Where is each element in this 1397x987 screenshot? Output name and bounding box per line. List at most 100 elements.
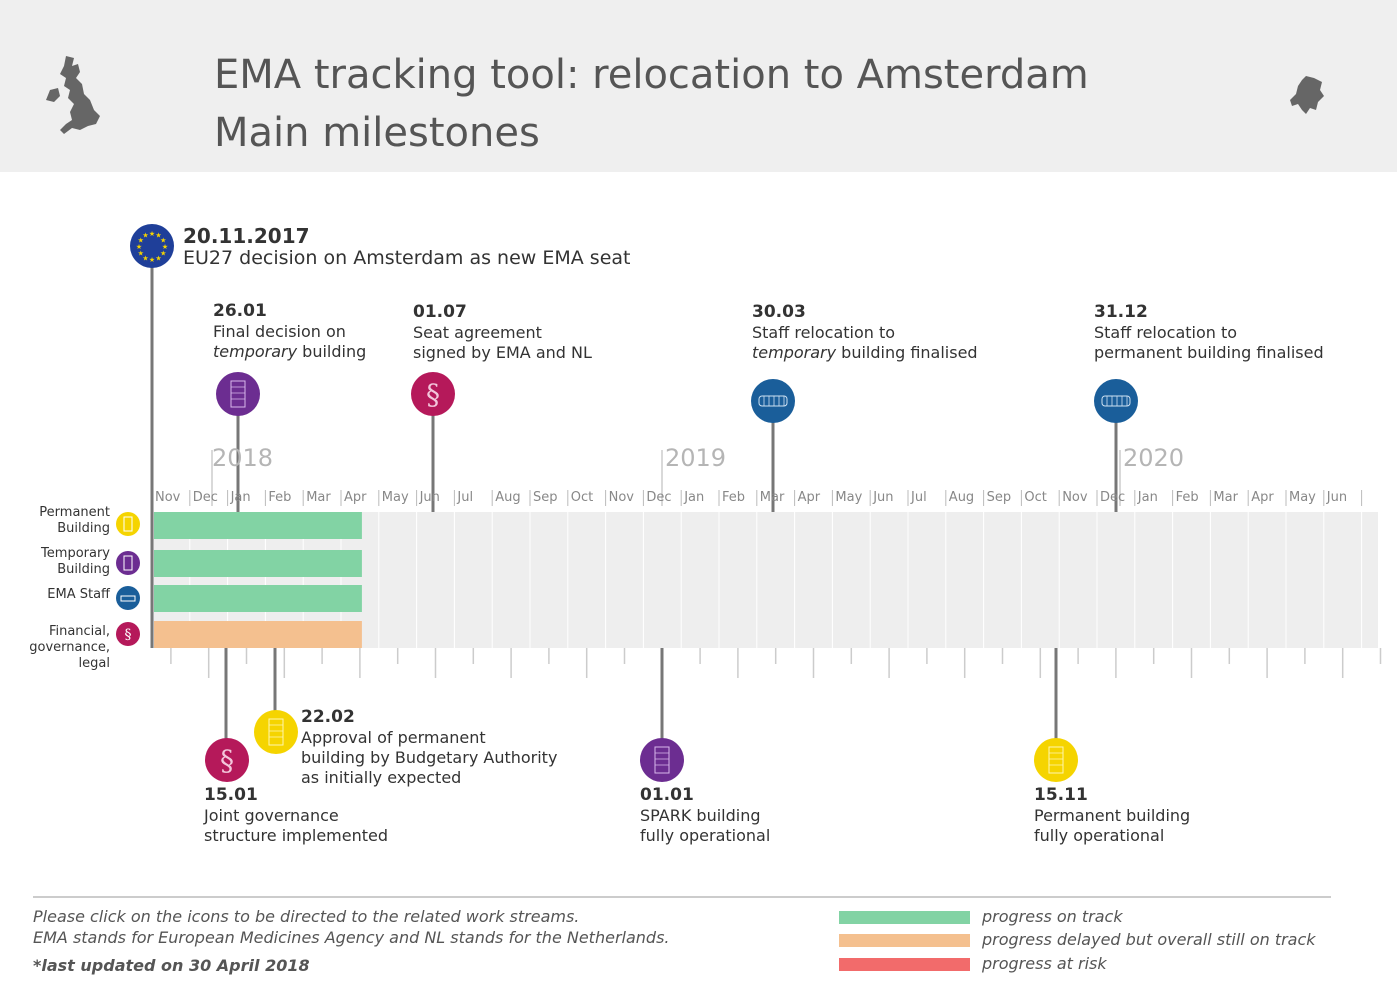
footer-note: EMA stands for European Medicines Agency… bbox=[33, 928, 670, 947]
month-label: May bbox=[835, 490, 863, 505]
description-line: Final decision on bbox=[213, 322, 346, 341]
milestone-description: Permanent building fully operational bbox=[1034, 806, 1190, 846]
milestone-date: 15.11 bbox=[1034, 785, 1088, 805]
permanent-building-icon[interactable] bbox=[1034, 738, 1078, 782]
description-line: permanent building finalised bbox=[1094, 343, 1324, 362]
milestone-description: Joint governance structure implemented bbox=[204, 806, 388, 846]
description-line: Permanent building bbox=[1034, 806, 1191, 825]
eu-star: ★ bbox=[162, 243, 168, 251]
description-line: SPARK building bbox=[640, 806, 761, 825]
staff-group-icon[interactable] bbox=[116, 586, 140, 610]
milestone-date: 31.12 bbox=[1094, 302, 1148, 322]
month-label: Jan bbox=[684, 490, 705, 505]
month-label: May bbox=[381, 490, 409, 505]
month-label: Jun bbox=[419, 490, 440, 505]
month-label: Jan bbox=[230, 490, 251, 505]
paragraph-law-icon[interactable]: § bbox=[411, 372, 455, 416]
eu-star: ★ bbox=[155, 254, 161, 262]
eu-star: ★ bbox=[160, 250, 166, 258]
paragraph-law-icon[interactable]: § bbox=[116, 622, 140, 646]
legend-swatch-on-track bbox=[839, 911, 970, 924]
month-label: Jun bbox=[873, 490, 894, 505]
progress-bar bbox=[154, 585, 362, 612]
milestone-description: Final decision on temporary building bbox=[213, 322, 366, 362]
month-label: Mar bbox=[1213, 490, 1238, 505]
row-label-line: Temporary bbox=[41, 546, 110, 561]
month-label: Apr bbox=[344, 490, 367, 505]
month-label: Dec bbox=[1100, 490, 1126, 505]
month-label: May bbox=[1289, 490, 1316, 505]
last-updated: *last updated on 30 April 2018 bbox=[33, 956, 310, 975]
description-line: fully operational bbox=[1034, 826, 1165, 845]
legend-swatch-delayed bbox=[839, 934, 970, 947]
eu-star: ★ bbox=[136, 243, 142, 251]
month-label: Aug bbox=[948, 490, 975, 505]
description-line: Staff relocation to bbox=[752, 323, 896, 342]
milestone-description: Approval of permanent building by Budget… bbox=[301, 728, 557, 788]
row-label-line: legal bbox=[78, 656, 110, 671]
uk-map-icon bbox=[46, 56, 100, 134]
description-line: signed by EMA and NL bbox=[413, 343, 592, 362]
page-title: EMA tracking tool: relocation to Amsterd… bbox=[214, 52, 1089, 98]
month-label: Oct bbox=[1024, 490, 1047, 505]
milestone-description: Staff relocation to permanent building f… bbox=[1094, 323, 1324, 363]
eu-star: ★ bbox=[155, 232, 161, 240]
row-label-line: Building bbox=[57, 562, 110, 577]
permanent-building-icon[interactable] bbox=[116, 512, 140, 536]
milestone-date: 26.01 bbox=[213, 301, 267, 321]
eu-star: ★ bbox=[142, 232, 148, 240]
eu-star: ★ bbox=[149, 256, 155, 264]
temporary-building-icon[interactable] bbox=[116, 551, 140, 575]
description-line: building finalised bbox=[836, 343, 978, 362]
month-label: Jan bbox=[1137, 490, 1158, 505]
description-line: Staff relocation to bbox=[1094, 323, 1238, 342]
legend-label: progress at risk bbox=[982, 954, 1107, 973]
temporary-building-icon[interactable] bbox=[216, 372, 260, 416]
eu-flag-icon[interactable]: ★ ★ ★ ★ ★ ★ ★ ★ ★ ★ ★ ★ bbox=[130, 224, 174, 268]
eu-star: ★ bbox=[142, 254, 148, 262]
month-label: Sep bbox=[533, 490, 558, 505]
milestone-date: 22.02 bbox=[301, 707, 355, 727]
row-label-line: Building bbox=[57, 521, 110, 536]
milestone-description: EU27 decision on Amsterdam as new EMA se… bbox=[183, 247, 631, 269]
month-label: Jul bbox=[457, 490, 474, 505]
month-label: Dec bbox=[192, 490, 218, 505]
progress-bar bbox=[154, 512, 362, 539]
description-line: structure implemented bbox=[204, 826, 389, 845]
month-label: Sep bbox=[986, 490, 1012, 505]
description-line: fully operational bbox=[640, 826, 771, 845]
svg-text:§: § bbox=[220, 744, 234, 777]
permanent-building-icon[interactable] bbox=[254, 710, 298, 754]
eu-star: ★ bbox=[160, 237, 166, 245]
description-line: building by Budgetary Authority bbox=[301, 748, 558, 767]
staff-group-icon[interactable] bbox=[751, 379, 795, 423]
legend-label: progress delayed but overall still on tr… bbox=[982, 930, 1316, 949]
legend-label: progress on track bbox=[982, 907, 1123, 926]
eu-star: ★ bbox=[138, 237, 144, 245]
year-label: 2020 bbox=[1123, 444, 1185, 472]
year-label: 2018 bbox=[212, 444, 274, 472]
month-label: Nov bbox=[155, 490, 181, 505]
month-label: Apr bbox=[1251, 490, 1274, 505]
month-label: Feb bbox=[268, 490, 292, 505]
staff-group-icon[interactable] bbox=[1094, 379, 1138, 423]
description-line: Approval of permanent bbox=[301, 728, 486, 747]
month-label: Mar bbox=[306, 490, 331, 505]
year-label: 2019 bbox=[665, 444, 727, 472]
paragraph-law-icon[interactable]: § bbox=[205, 738, 249, 782]
milestone-description: Seat agreement signed by EMA and NL bbox=[413, 323, 592, 363]
month-label: Jul bbox=[911, 490, 927, 505]
month-label: Nov bbox=[608, 490, 634, 505]
svg-text:§: § bbox=[426, 378, 440, 411]
eu-star: ★ bbox=[149, 230, 155, 238]
row-label-line: governance, bbox=[29, 640, 110, 655]
progress-bar bbox=[154, 550, 362, 577]
temporary-building-icon[interactable] bbox=[640, 738, 684, 782]
eu-star: ★ bbox=[138, 250, 144, 258]
month-label: Feb bbox=[722, 490, 746, 505]
footer-note: Please click on the icons to be directed… bbox=[33, 907, 580, 926]
row-label-line: Permanent bbox=[39, 505, 110, 520]
svg-text:§: § bbox=[125, 627, 132, 643]
month-label: Mar bbox=[759, 490, 785, 505]
